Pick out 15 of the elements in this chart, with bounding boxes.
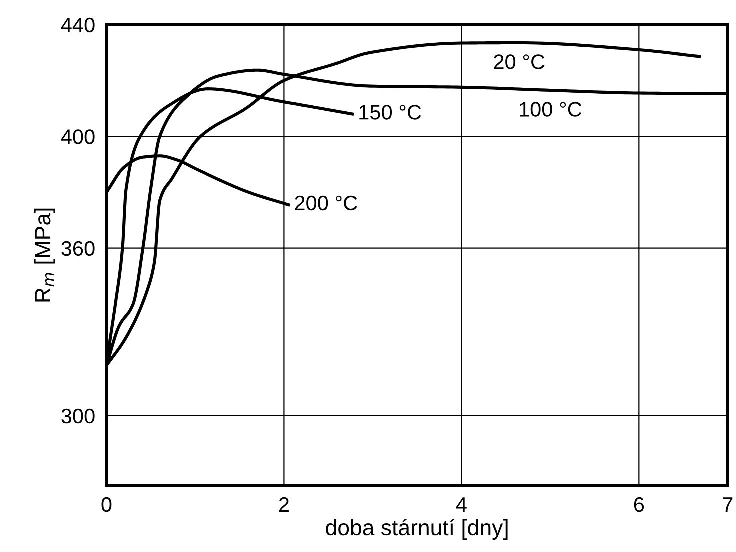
x-axis-title: doba stárnutí [dny] xyxy=(326,519,508,540)
y-tick-label: 300 xyxy=(62,408,95,424)
x-tick-label: 4 xyxy=(456,498,467,512)
annotation: 100 °C xyxy=(520,102,582,117)
annotation: 150 °C xyxy=(360,105,422,120)
y-tick-label: 360 xyxy=(62,241,95,256)
annotation: 200 °C xyxy=(295,196,358,211)
annotation: 20 °C xyxy=(494,54,545,70)
y-axis-title: R$_{m}$ [MPa] xyxy=(34,208,56,302)
y-tick-label: 400 xyxy=(61,130,95,144)
y-tick-label: 440 xyxy=(61,18,95,33)
x-tick-label: 2 xyxy=(279,497,289,512)
x-tick-label: 6 xyxy=(634,497,644,512)
x-tick-label: 7 xyxy=(723,498,733,512)
x-tick-label: 0 xyxy=(102,497,112,512)
